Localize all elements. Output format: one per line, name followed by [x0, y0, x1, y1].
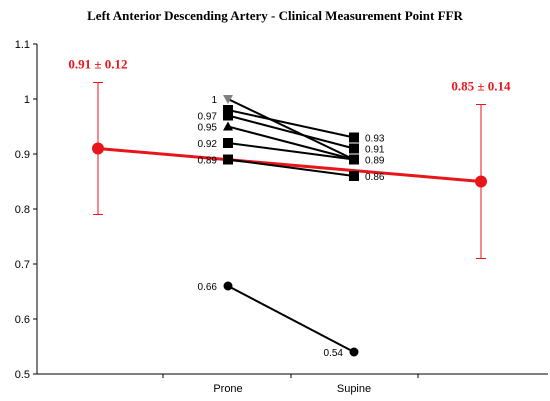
data-point: [223, 281, 233, 291]
data-point: [349, 143, 359, 154]
data-point: [223, 105, 233, 115]
data-point: [223, 121, 233, 131]
prone-value-label: 0.89: [198, 156, 218, 167]
data-point: [349, 347, 359, 357]
labels: 0.91 ± 0.12 0.85 ± 0.14 1 0.93 0.97 0.91 0.95 0…: [68, 57, 511, 360]
prone-value-label: 0.92: [198, 139, 218, 150]
prone-value-label: 0.95: [198, 123, 218, 134]
y-tick-label: 1.1: [15, 39, 30, 51]
patient-line: [227, 142, 355, 161]
mean-point: [475, 175, 487, 188]
y-tick-label: 0.8: [15, 204, 30, 216]
supine-value-label: 0.54: [324, 348, 344, 359]
prone-value-label: 0.66: [198, 282, 218, 293]
mean-point: [92, 142, 104, 155]
x-category-label: Supine: [337, 383, 371, 395]
chart-title: Left Anterior Descending Artery - Clinic…: [87, 8, 463, 23]
supine-value-label: 0.89: [365, 156, 385, 167]
patient-line: [227, 125, 355, 161]
supine-value-label: 0.86: [365, 172, 385, 183]
x-category-label: Prone: [213, 383, 242, 395]
mean-label: 0.91 ± 0.12: [68, 57, 127, 72]
y-tick-label: 0.7: [15, 259, 30, 271]
mean-series: [92, 82, 487, 259]
y-tick-label: 0.5: [15, 369, 30, 381]
patient-series: [223, 95, 359, 357]
supine-value-label: 0.91: [365, 145, 385, 156]
mean-line: [97, 147, 482, 183]
y-tick-label: 1: [24, 94, 30, 106]
supine-value-label: 0.93: [365, 134, 385, 145]
prone-value-label: 0.97: [198, 112, 218, 123]
data-point: [349, 132, 359, 143]
patient-line: [227, 114, 355, 150]
patient-line: [227, 285, 355, 353]
axes: 1.1 1 0.9 0.8 0.7 0.6 0.5 Prone Supine: [15, 39, 548, 395]
data-point: [223, 95, 233, 104]
y-tick-label: 0.9: [15, 149, 30, 161]
prone-value-label: 1: [211, 95, 217, 106]
patient-line: [227, 98, 355, 161]
data-point: [223, 110, 233, 121]
y-tick-label: 0.6: [15, 314, 30, 326]
data-point: [349, 171, 359, 181]
data-point: [223, 138, 233, 148]
data-point: [349, 154, 359, 165]
data-point: [223, 154, 233, 165]
patient-line: [227, 109, 355, 139]
patient-line: [227, 158, 355, 177]
mean-label: 0.85 ± 0.14: [451, 79, 511, 94]
